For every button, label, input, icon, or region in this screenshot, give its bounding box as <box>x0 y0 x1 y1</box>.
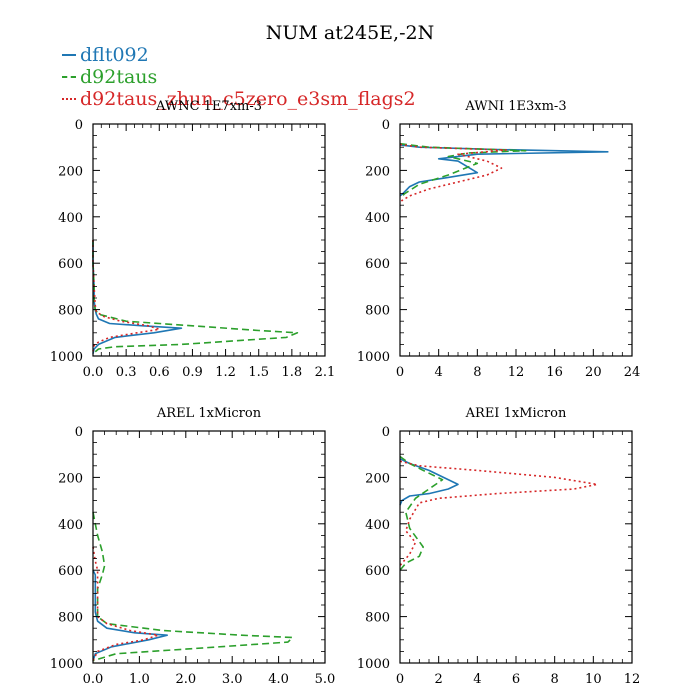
y-tick-label-4-1: 200 <box>365 471 390 486</box>
x-tick-label-4-4: 8 <box>551 672 559 687</box>
legend-entry-d92taus: d92taus <box>62 66 416 88</box>
x-tick-label-4-6: 12 <box>624 672 641 687</box>
x-tick-label-1-6: 1.8 <box>282 365 303 380</box>
legend: dflt092 d92taus d92taus_zhun_c5zero_e3sm… <box>62 44 416 110</box>
x-tick-label-2-0: 0 <box>396 365 404 380</box>
panel-4: 0 2 4 6 8 10 12 0 200 400 600 800 1000 AREI 1xMicron <box>357 406 640 687</box>
legend-entry-d92taus-zhun: d92taus_zhun_c5zero_e3sm_flags2 <box>62 88 416 110</box>
y-tick-label-4-3: 600 <box>365 564 390 579</box>
x-tick-label-2-3: 12 <box>508 365 525 380</box>
y-tick-label-1-0: 0 <box>75 118 83 133</box>
x-tick-label-3-1: 1.0 <box>129 672 150 687</box>
legend-entry-dflt092: dflt092 <box>62 44 416 66</box>
y-tick-label-1-2: 400 <box>58 211 83 226</box>
series-line-4-3 <box>399 460 599 567</box>
series-line-1-3 <box>92 240 161 352</box>
panel-title-3: AREL 1xMicron <box>156 406 262 421</box>
plot-frame-3 <box>92 430 326 664</box>
x-tick-label-2-5: 20 <box>585 365 602 380</box>
series-line-4-1 <box>399 458 459 506</box>
x-tick-label-4-1: 2 <box>435 672 443 687</box>
y-tick-label-4-2: 400 <box>365 518 390 533</box>
x-tick-label-3-0: 0.0 <box>83 672 104 687</box>
plot-frame-4 <box>399 430 633 664</box>
y-tick-label-2-3: 600 <box>365 257 390 272</box>
y-tick-label-4-5: 1000 <box>357 657 390 672</box>
y-tick-label-3-2: 400 <box>58 518 83 533</box>
x-tick-label-3-4: 4.0 <box>268 672 289 687</box>
series-line-2-1 <box>399 144 609 197</box>
series-line-3-3 <box>92 546 159 662</box>
y-tick-label-3-4: 800 <box>58 611 83 626</box>
x-tick-label-4-5: 10 <box>585 672 602 687</box>
y-tick-label-2-1: 200 <box>365 164 390 179</box>
y-tick-label-3-3: 600 <box>58 564 83 579</box>
x-tick-label-1-7: 2.1 <box>315 365 336 380</box>
figure-title: NUM at245E,-2N <box>265 22 435 44</box>
x-tick-label-1-2: 0.6 <box>149 365 170 380</box>
legend-label-d92taus-zhun: d92taus_zhun_c5zero_e3sm_flags2 <box>80 88 416 110</box>
panel-2: 0 4 8 12 16 20 24 0 200 400 600 800 1000 AWNI 1E3xm-3 <box>357 99 640 380</box>
panel-3: 0.0 1.0 2.0 3.0 4.0 5.0 0 200 400 600 800 1000 AREL … <box>50 406 335 687</box>
x-tick-label-2-2: 8 <box>473 365 481 380</box>
y-tick-label-4-0: 0 <box>382 425 390 440</box>
x-tick-label-2-1: 4 <box>435 365 443 380</box>
panel-title-4: AREI 1xMicron <box>465 406 567 421</box>
series-line-2-2 <box>399 142 527 199</box>
series-line-4-2 <box>399 455 444 571</box>
x-tick-label-4-0: 0 <box>396 672 404 687</box>
y-tick-label-4-4: 800 <box>365 611 390 626</box>
x-tick-label-2-6: 24 <box>624 365 641 380</box>
y-tick-label-1-1: 200 <box>58 164 83 179</box>
x-tick-label-1-1: 0.3 <box>116 365 137 380</box>
series-line-1-2 <box>92 240 299 355</box>
y-tick-label-1-3: 600 <box>58 257 83 272</box>
legend-label-dflt092: dflt092 <box>80 44 149 66</box>
legend-label-d92taus: d92taus <box>80 66 158 88</box>
plot-frame-2 <box>399 123 633 357</box>
panel-title-1: AWNC 1E7xm-3 <box>155 99 262 114</box>
y-tick-label-1-4: 800 <box>58 304 83 319</box>
x-tick-label-1-0: 0.0 <box>83 365 104 380</box>
y-tick-label-3-1: 200 <box>58 471 83 486</box>
series-line-3-1 <box>92 569 168 661</box>
legend-swatch-d92taus-zhun <box>62 98 76 100</box>
x-tick-label-3-2: 2.0 <box>175 672 196 687</box>
panel-1: 0.0 0.3 0.6 0.9 1.2 1.5 1.8 2.1 0 200 400 600 800 100… <box>50 99 335 380</box>
x-tick-label-1-5: 1.5 <box>248 365 269 380</box>
legend-swatch-d92taus <box>62 76 76 78</box>
y-tick-label-2-0: 0 <box>382 118 390 133</box>
series-line-1-1 <box>92 240 183 354</box>
x-tick-label-4-3: 6 <box>512 672 520 687</box>
x-tick-label-1-3: 0.9 <box>182 365 203 380</box>
y-tick-label-1-5: 1000 <box>50 350 83 365</box>
x-tick-label-2-4: 16 <box>546 365 563 380</box>
x-tick-label-1-4: 1.2 <box>215 365 236 380</box>
panel-title-2: AWNI 1E3xm-3 <box>464 99 566 114</box>
y-tick-label-3-0: 0 <box>75 425 83 440</box>
y-tick-label-2-5: 1000 <box>357 350 390 365</box>
series-line-3-2 <box>92 512 294 662</box>
x-tick-label-3-5: 5.0 <box>315 672 336 687</box>
y-tick-label-3-5: 1000 <box>50 657 83 672</box>
y-tick-label-2-2: 400 <box>365 211 390 226</box>
y-tick-label-2-4: 800 <box>365 304 390 319</box>
legend-swatch-dflt092 <box>62 54 76 56</box>
x-tick-label-4-2: 4 <box>473 672 481 687</box>
x-tick-label-3-3: 3.0 <box>222 672 243 687</box>
